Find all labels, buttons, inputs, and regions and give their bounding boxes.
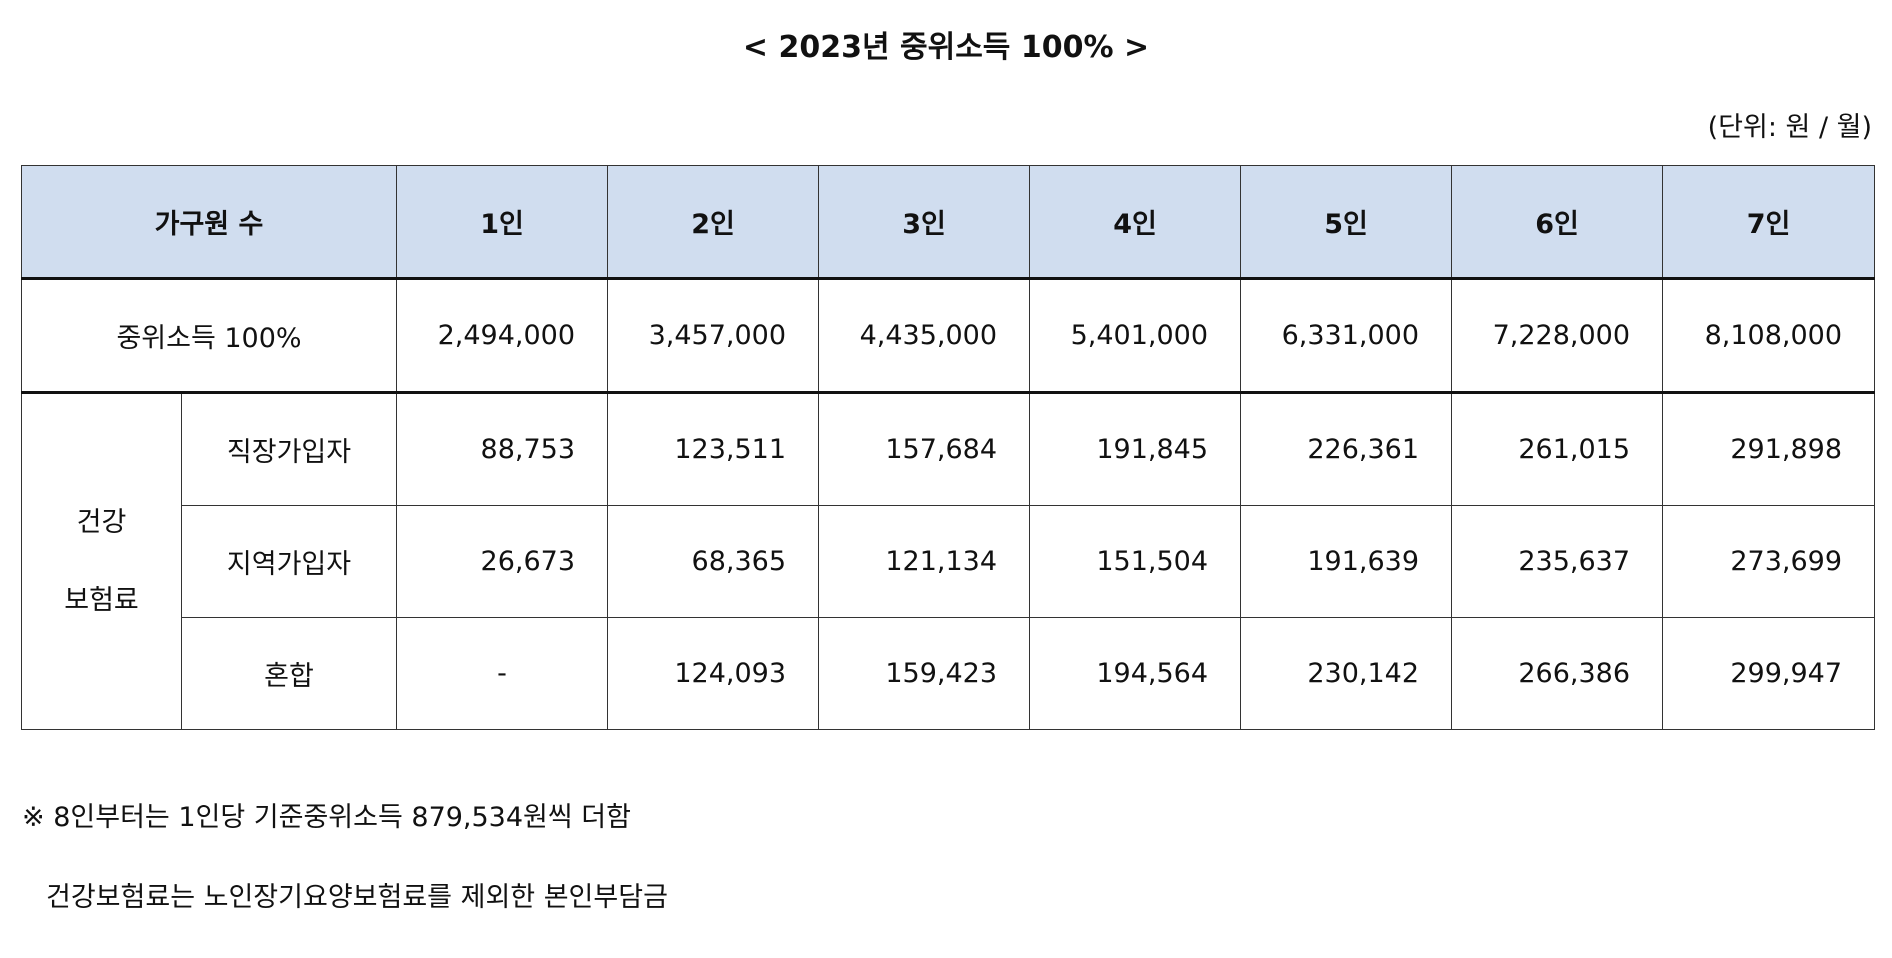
- table-cell: 7,228,000: [1451, 278, 1664, 394]
- table-header-row: 가구원 수 1인 2인 3인 4인 5인 6인 7인: [20, 165, 1876, 280]
- table-cell: 235,637: [1451, 505, 1664, 618]
- unit-label: (단위: 원 / 월): [1707, 112, 1872, 143]
- table-cell: 2,494,000: [396, 278, 609, 394]
- row-label-median-income: 중위소득 100%: [20, 278, 398, 394]
- table-cell: 6,331,000: [1240, 278, 1453, 394]
- table-cell: 291,898: [1662, 392, 1876, 506]
- row-label-mixed: 혼합: [180, 617, 398, 730]
- table-row-regional: 지역가입자 26,673 68,365 121,134 151,504 191,…: [22, 505, 1876, 618]
- table-cell: 194,564: [1029, 617, 1242, 730]
- table-cell: 124,093: [607, 617, 820, 730]
- row-label-employee: 직장가입자: [180, 392, 398, 506]
- table-cell: -: [396, 617, 609, 730]
- group-label-line: 보험료: [64, 584, 139, 616]
- table-cell: 261,015: [1451, 392, 1664, 506]
- table-cell: 191,845: [1029, 392, 1242, 506]
- header-size-7: 7인: [1662, 165, 1876, 280]
- table-row-mixed: 혼합 - 124,093 159,423 194,564 230,142 266…: [22, 617, 1876, 730]
- table-cell: 68,365: [607, 505, 820, 618]
- table-cell: 157,684: [818, 392, 1031, 506]
- table-cell: 266,386: [1451, 617, 1664, 730]
- table-cell: 5,401,000: [1029, 278, 1242, 394]
- table-cell: 191,639: [1240, 505, 1453, 618]
- row-label-regional: 지역가입자: [180, 505, 398, 618]
- table-cell: 88,753: [396, 392, 609, 506]
- table-row-median-income: 중위소득 100% 2,494,000 3,457,000 4,435,000 …: [20, 278, 1876, 394]
- table-cell: 226,361: [1240, 392, 1453, 506]
- header-size-1: 1인: [396, 165, 609, 280]
- page-title: < 2023년 중위소득 100% >: [742, 30, 1150, 65]
- table-cell: 273,699: [1662, 505, 1876, 618]
- row-group-health-insurance: 건강 보험료: [21, 392, 182, 730]
- note-line: ※ 8인부터는 1인당 기준중위소득 879,534원씩 더함: [22, 802, 631, 833]
- median-income-table: 가구원 수 1인 2인 3인 4인 5인 6인 7인 중위소득 100% 2,4…: [20, 165, 1876, 730]
- notes-section: ※ 8인부터는 1인당 기준중위소득 879,534원씩 더함 건강보험료는 노…: [22, 798, 668, 958]
- table-cell: 151,504: [1029, 505, 1242, 618]
- group-label-line: 건강: [76, 506, 127, 538]
- table-cell: 299,947: [1662, 617, 1876, 730]
- table-row-employee: 건강 보험료 직장가입자 88,753 123,511 157,684 191,…: [21, 392, 1876, 730]
- table-cell: 26,673: [396, 505, 609, 618]
- note-line: 건강보험료는 노인장기요양보험료를 제외한 본인부담금: [46, 882, 668, 913]
- table-cell: 230,142: [1240, 617, 1453, 730]
- header-size-2: 2인: [607, 165, 820, 280]
- header-size-5: 5인: [1240, 165, 1453, 280]
- table-cell: 159,423: [818, 617, 1031, 730]
- header-size-4: 4인: [1029, 165, 1242, 280]
- table-cell: 3,457,000: [607, 278, 820, 394]
- table-cell: 8,108,000: [1662, 278, 1876, 394]
- table-cell: 4,435,000: [818, 278, 1031, 394]
- header-household-size: 가구원 수: [20, 165, 398, 280]
- header-size-3: 3인: [818, 165, 1031, 280]
- header-size-6: 6인: [1451, 165, 1664, 280]
- table-cell: 123,511: [607, 392, 820, 506]
- table-cell: 121,134: [818, 505, 1031, 618]
